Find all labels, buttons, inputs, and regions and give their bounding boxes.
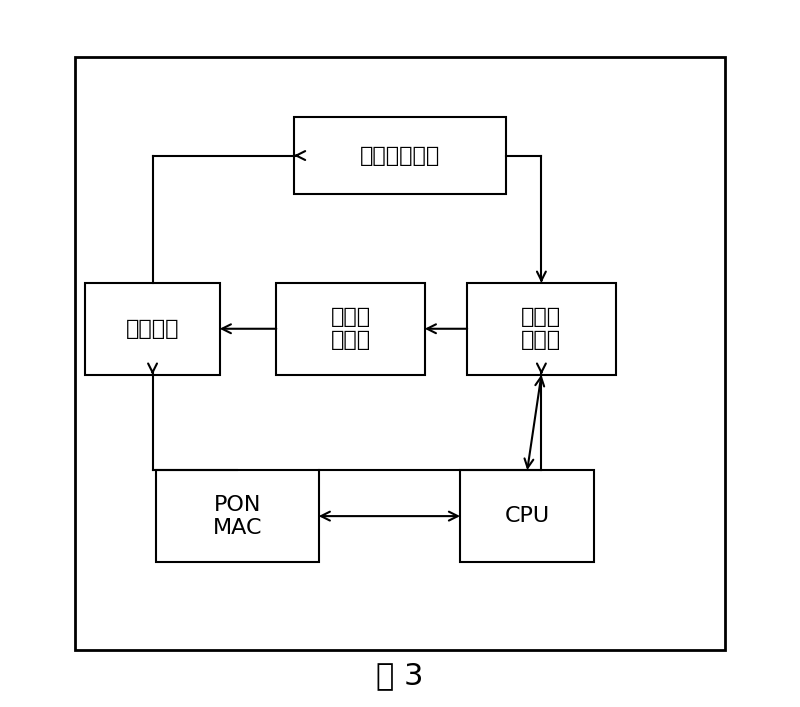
FancyBboxPatch shape <box>276 283 425 375</box>
FancyBboxPatch shape <box>294 117 506 194</box>
Text: 发光控
制单元: 发光控 制单元 <box>330 307 370 351</box>
Text: CPU: CPU <box>505 506 550 526</box>
Text: 光收发机: 光收发机 <box>126 319 179 339</box>
FancyBboxPatch shape <box>86 283 220 375</box>
Text: 图 3: 图 3 <box>376 660 424 690</box>
FancyBboxPatch shape <box>156 470 318 562</box>
FancyBboxPatch shape <box>460 470 594 562</box>
FancyBboxPatch shape <box>74 57 726 650</box>
FancyBboxPatch shape <box>467 283 616 375</box>
Text: 保护控
制单元: 保护控 制单元 <box>522 307 562 351</box>
Text: PON
MAC: PON MAC <box>213 494 262 538</box>
Text: 发光检测单元: 发光检测单元 <box>360 146 440 165</box>
